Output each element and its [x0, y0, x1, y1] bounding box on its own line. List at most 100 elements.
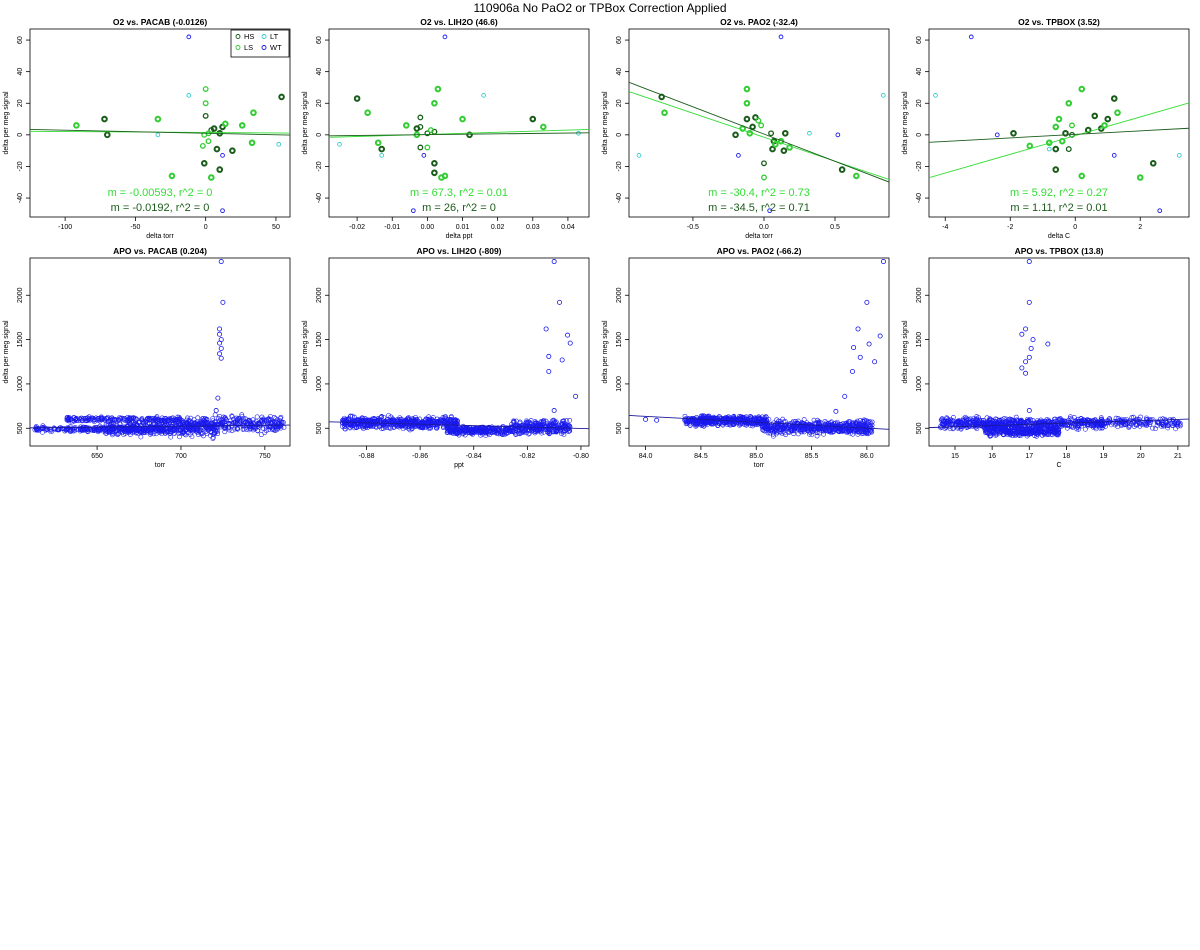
data-point — [215, 431, 221, 436]
data-point — [803, 425, 809, 431]
fit-line-hs — [30, 129, 290, 136]
data-point — [783, 422, 789, 428]
data-point — [381, 415, 387, 420]
chart-title: APO vs. PACAB (0.204) — [113, 246, 207, 256]
data-point — [750, 423, 756, 429]
data-point — [187, 417, 192, 423]
data-point — [340, 420, 345, 426]
data-point — [1018, 418, 1023, 423]
data-point — [988, 433, 994, 439]
x-tick-label: 0 — [1073, 224, 1077, 231]
data-point-ls — [1052, 123, 1060, 131]
data-point-hs — [202, 112, 209, 119]
x-tick-label: 16 — [988, 453, 996, 460]
data-point — [428, 425, 433, 431]
data-point — [122, 431, 128, 436]
data-point-ls — [1078, 85, 1086, 93]
data-point — [381, 423, 386, 429]
y-axis-label: delta per meg signal — [902, 320, 909, 383]
data-point — [492, 429, 497, 435]
data-point — [108, 421, 114, 427]
data-point-hs — [417, 123, 424, 130]
data-point — [699, 423, 705, 428]
data-point — [517, 431, 523, 437]
data-point-hs — [103, 131, 111, 139]
data-point — [65, 417, 71, 423]
data-point — [110, 429, 116, 435]
x-axis-label: torr — [754, 462, 765, 469]
fit-line-hs — [629, 81, 889, 183]
data-point-outlier — [880, 259, 886, 265]
data-point — [250, 424, 256, 430]
data-point — [1099, 422, 1105, 428]
data-point — [470, 431, 476, 437]
data-point — [255, 423, 261, 429]
x-tick-label: 0.0 — [759, 224, 769, 231]
x-tick-label: -0.80 — [573, 453, 589, 460]
data-point — [198, 430, 204, 436]
data-point — [395, 420, 401, 426]
data-point-ls — [743, 99, 751, 107]
x-tick-label: -0.82 — [519, 453, 535, 460]
data-point — [698, 413, 704, 419]
data-point — [342, 423, 348, 429]
data-point-wt — [736, 153, 741, 158]
data-point — [973, 419, 979, 424]
data-point-ls — [772, 141, 779, 148]
data-point — [560, 429, 566, 435]
data-point-ls — [402, 122, 410, 129]
data-point — [177, 434, 182, 440]
data-point — [992, 423, 998, 429]
data-point — [526, 431, 532, 437]
data-point — [1107, 416, 1112, 422]
data-point-wt — [1157, 208, 1163, 214]
data-point — [1008, 430, 1014, 436]
data-point-outlier — [559, 357, 565, 363]
data-point — [104, 423, 110, 428]
data-point — [548, 421, 554, 427]
data-point — [260, 425, 266, 431]
y-tick-label: 2000 — [17, 287, 24, 303]
data-point-lt — [155, 132, 161, 138]
data-point — [123, 425, 129, 431]
data-point-ls — [743, 85, 751, 93]
y-tick-label: 1000 — [916, 376, 923, 392]
data-point — [112, 418, 118, 423]
data-point-hs — [417, 144, 424, 151]
chart-title: APO vs. TPBOX (13.8) — [1015, 246, 1104, 256]
data-point-outlier — [1045, 341, 1051, 347]
fit-line — [329, 421, 589, 430]
data-point-outlier — [1026, 259, 1032, 265]
data-point — [1028, 428, 1034, 434]
data-point — [255, 428, 261, 434]
chart-title: O2 vs. PAO2 (-32.4) — [720, 17, 798, 27]
legend-marker-hs — [235, 34, 241, 39]
data-point — [855, 429, 860, 435]
data-point — [99, 415, 105, 421]
data-point-outlier — [218, 259, 224, 265]
data-point — [209, 424, 215, 430]
data-point — [1026, 432, 1031, 438]
data-point-outlier — [567, 340, 573, 346]
data-point — [1078, 420, 1084, 426]
data-point — [768, 424, 774, 429]
x-axis-label: delta torr — [745, 233, 773, 240]
x-tick-label: 50 — [272, 224, 280, 231]
data-point — [499, 429, 505, 435]
data-point — [757, 421, 763, 427]
x-tick-label: -0.84 — [466, 453, 482, 460]
data-point-lt — [807, 130, 812, 136]
data-point — [146, 415, 152, 421]
data-point-outlier — [849, 369, 855, 375]
data-point-hs — [732, 131, 739, 139]
data-point — [1041, 425, 1047, 431]
y-tick-label: 40 — [17, 68, 24, 76]
data-point — [539, 430, 544, 436]
data-point-outlier — [1019, 365, 1025, 371]
data-point-outlier — [833, 408, 839, 414]
data-point — [152, 418, 158, 424]
data-point — [516, 427, 522, 433]
data-point — [1120, 420, 1126, 426]
data-point — [1148, 417, 1154, 423]
y-axis-label: delta per meg signal — [3, 320, 10, 383]
